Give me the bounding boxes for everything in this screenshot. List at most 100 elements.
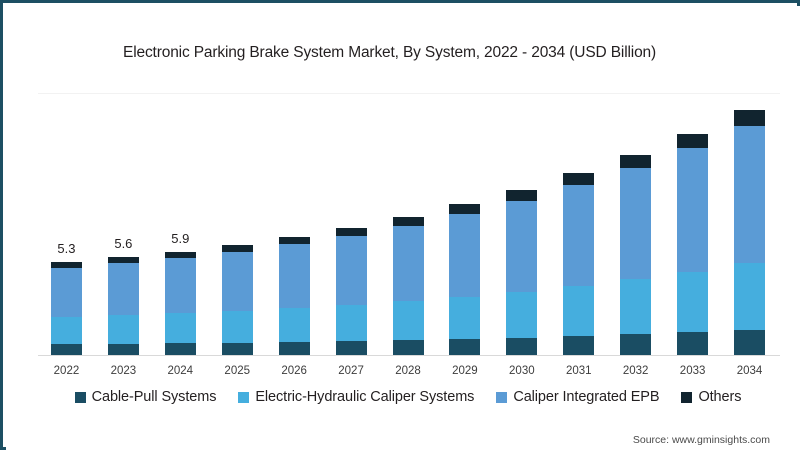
- bar-segment[interactable]: [278, 237, 310, 245]
- bar-segment[interactable]: [392, 217, 424, 226]
- bar-segment[interactable]: [506, 190, 538, 201]
- bar-group[interactable]: 5.6: [107, 236, 139, 355]
- bar-group[interactable]: [221, 245, 253, 355]
- x-axis-tick-label: 2025: [224, 365, 251, 377]
- bar-segment[interactable]: [221, 342, 253, 355]
- bar-segment[interactable]: [107, 257, 139, 264]
- bar-segment[interactable]: [449, 204, 481, 214]
- bar-segment[interactable]: [107, 343, 139, 355]
- bar-segment[interactable]: [164, 313, 196, 344]
- stacked-bar[interactable]: [392, 217, 424, 355]
- stacked-bar[interactable]: [620, 154, 652, 355]
- stacked-bar[interactable]: [50, 262, 82, 355]
- bar-segment[interactable]: [506, 291, 538, 338]
- legend-swatch-icon: [496, 391, 508, 403]
- bar-segment[interactable]: [278, 308, 310, 343]
- bar-segment[interactable]: [449, 339, 481, 355]
- bar-segment[interactable]: [392, 301, 424, 341]
- bar-segment[interactable]: [620, 154, 652, 168]
- bar-segment[interactable]: [677, 148, 709, 272]
- x-axis-tick-label: 2033: [679, 365, 706, 377]
- bar-segment[interactable]: [392, 225, 424, 302]
- bar-segment[interactable]: [50, 268, 82, 318]
- legend-swatch-icon: [238, 391, 250, 403]
- bar-value-label: 5.9: [171, 230, 190, 246]
- legend-swatch-icon: [681, 391, 693, 403]
- bar-segment[interactable]: [563, 285, 595, 336]
- bar-segment[interactable]: [734, 263, 766, 330]
- stacked-bar[interactable]: [335, 228, 367, 355]
- bar-group[interactable]: [620, 154, 652, 355]
- bar-group[interactable]: [563, 173, 595, 355]
- bar-group[interactable]: 5.9: [164, 231, 196, 355]
- bar-segment[interactable]: [506, 337, 538, 355]
- stacked-bar[interactable]: [107, 257, 139, 355]
- bar-segment[interactable]: [563, 185, 595, 286]
- bar-segment[interactable]: [449, 296, 481, 340]
- bar-segment[interactable]: [506, 200, 538, 292]
- legend-label: Cable-Pull Systems: [91, 389, 217, 405]
- bar-segment[interactable]: [335, 305, 367, 342]
- bar-segment[interactable]: [677, 133, 709, 149]
- bar-group[interactable]: [506, 190, 538, 355]
- bar-group[interactable]: [734, 109, 766, 355]
- bar-segment[interactable]: [563, 335, 595, 355]
- bar-segment[interactable]: [335, 228, 367, 236]
- bar-group[interactable]: [335, 228, 367, 355]
- stacked-bar[interactable]: [278, 237, 310, 355]
- bar-segment[interactable]: [221, 245, 253, 252]
- bar-group[interactable]: 5.3: [50, 241, 82, 355]
- bar-segment[interactable]: [278, 244, 310, 309]
- x-axis-tick-label: 2030: [509, 365, 535, 377]
- bar-segment[interactable]: [164, 343, 196, 355]
- bar-segment[interactable]: [221, 311, 253, 343]
- bar-segment[interactable]: [677, 271, 709, 333]
- bar-group[interactable]: [449, 204, 481, 355]
- bar-segment[interactable]: [620, 279, 652, 335]
- bar-segment[interactable]: [107, 315, 139, 344]
- bar-segment[interactable]: [50, 317, 82, 345]
- bar-segment[interactable]: [734, 329, 766, 355]
- chart-legend: Cable-Pull Systems Electric-Hydraulic Cal…: [8, 389, 800, 405]
- bar-segment[interactable]: [335, 235, 367, 306]
- x-axis-tick-label: 2032: [622, 365, 649, 377]
- chart-card-inner: Electronic Parking Brake System Market, …: [6, 6, 800, 450]
- bar-segment[interactable]: [50, 262, 82, 269]
- bar-segment[interactable]: [620, 334, 652, 355]
- stacked-bar[interactable]: [449, 204, 481, 355]
- x-axis-tick-label: 2023: [110, 365, 137, 377]
- bar-segment[interactable]: [164, 251, 196, 259]
- legend-item[interactable]: Cable-Pull Systems: [74, 389, 217, 405]
- bar-segment[interactable]: [677, 332, 709, 355]
- stacked-bar[interactable]: [677, 133, 709, 355]
- bar-group[interactable]: [392, 217, 424, 355]
- bar-segment[interactable]: [278, 342, 310, 355]
- bar-segment[interactable]: [449, 213, 481, 297]
- stacked-bar[interactable]: [563, 173, 595, 355]
- stacked-bar[interactable]: [164, 251, 196, 355]
- bar-segment[interactable]: [620, 167, 652, 280]
- bar-segment[interactable]: [734, 109, 766, 127]
- bar-segment[interactable]: [734, 126, 766, 264]
- bar-segment[interactable]: [563, 173, 595, 186]
- bar-segment[interactable]: [392, 340, 424, 355]
- x-axis-tick-label: 2022: [53, 365, 80, 377]
- legend-swatch-icon: [74, 391, 86, 403]
- stacked-bar[interactable]: [734, 109, 766, 355]
- legend-item[interactable]: Caliper Integrated EPB: [496, 389, 660, 405]
- legend-item[interactable]: Others: [681, 389, 741, 405]
- bar-segment[interactable]: [107, 263, 139, 316]
- bar-group[interactable]: [278, 237, 310, 355]
- plot-area: 5.3 5.6 5.9: [38, 93, 778, 355]
- bar-group[interactable]: [677, 133, 709, 355]
- bar-segment[interactable]: [50, 344, 82, 355]
- legend-item[interactable]: Electric-Hydraulic Caliper Systems: [238, 389, 474, 405]
- stacked-bar[interactable]: [506, 190, 538, 355]
- plot-top-gridline: [38, 93, 780, 94]
- bar-segment[interactable]: [164, 258, 196, 314]
- stacked-bar[interactable]: [221, 245, 253, 355]
- plot-baseline: [38, 355, 780, 356]
- bar-segment[interactable]: [221, 251, 253, 311]
- legend-label: Caliper Integrated EPB: [513, 389, 660, 405]
- bar-segment[interactable]: [335, 341, 367, 355]
